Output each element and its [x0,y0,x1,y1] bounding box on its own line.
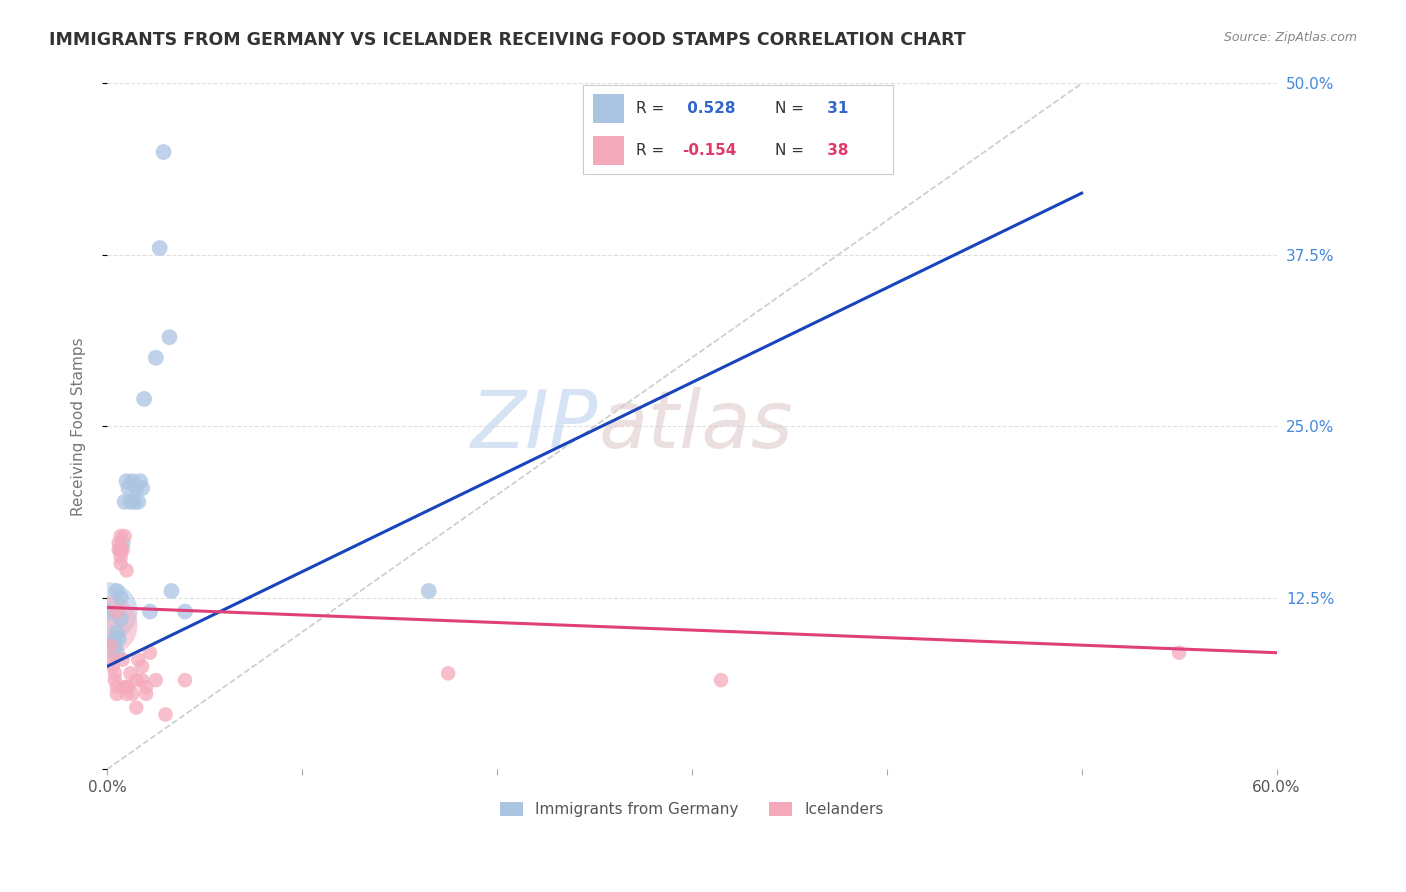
Text: 38: 38 [821,144,848,158]
Point [120,495,142,509]
Point [104,639,127,653]
Point [104,666,127,681]
Text: N =: N = [775,144,808,158]
Text: atlas: atlas [598,387,793,466]
Point [152,145,174,159]
Point [105,625,128,640]
Point [174,673,197,687]
Point [101,659,124,673]
Point [107,632,129,646]
Point [117,481,139,495]
FancyBboxPatch shape [593,94,624,123]
Point [131,659,153,673]
Point [100,639,122,653]
Point [105,646,128,660]
Y-axis label: Receiving Food Stamps: Receiving Food Stamps [72,337,86,516]
Point [115,475,138,489]
Text: IMMIGRANTS FROM GERMANY VS ICELANDER RECEIVING FOOD STAMPS CORRELATION CHART: IMMIGRANTS FROM GERMANY VS ICELANDER REC… [49,31,966,49]
Point [107,536,129,550]
Text: R =: R = [636,144,669,158]
Legend: Immigrants from Germany, Icelanders: Immigrants from Germany, Icelanders [494,796,890,823]
Point [129,475,152,489]
Point [135,680,157,694]
Point [155,707,177,722]
Point [120,666,142,681]
Text: 0.528: 0.528 [682,102,735,116]
Point [101,652,124,666]
Point [110,542,132,557]
Point [125,481,148,495]
Point [117,680,139,694]
Point [124,495,146,509]
Point [111,542,134,557]
Point [174,605,197,619]
Point [105,584,128,599]
Point [160,584,183,599]
Point [131,481,153,495]
Point [111,536,134,550]
Point [159,330,181,344]
Point [105,680,128,694]
Point [145,673,167,687]
Point [111,652,134,666]
Point [127,652,149,666]
Point [105,687,128,701]
Point [114,680,136,694]
Point [127,495,149,509]
Point [115,563,138,577]
Point [437,666,460,681]
Point [145,351,167,365]
Point [121,475,143,489]
Point [149,241,172,255]
Point [115,687,138,701]
Text: ZIP: ZIP [471,387,598,466]
Point [101,646,124,660]
Point [131,673,153,687]
Point [125,673,148,687]
Point [97,605,120,619]
Point [110,542,132,557]
Point [104,673,127,687]
Text: 31: 31 [821,102,848,116]
Text: R =: R = [636,102,669,116]
Point [98,605,121,619]
Point [114,495,136,509]
Point [125,700,148,714]
Text: -0.154: -0.154 [682,144,737,158]
Point [104,632,127,646]
Point [110,557,132,571]
Point [105,605,128,619]
Point [114,529,136,543]
Point [121,687,143,701]
Point [710,673,733,687]
Point [139,646,162,660]
Point [115,680,138,694]
Point [110,529,132,543]
Point [1168,646,1191,660]
Point [135,687,157,701]
Point [110,591,132,605]
Text: Source: ZipAtlas.com: Source: ZipAtlas.com [1223,31,1357,45]
Point [110,611,132,625]
Point [110,549,132,564]
Point [107,542,129,557]
Point [132,392,155,406]
Point [139,605,162,619]
Point [97,618,120,632]
Point [418,584,440,599]
FancyBboxPatch shape [593,136,624,165]
Text: N =: N = [775,102,808,116]
